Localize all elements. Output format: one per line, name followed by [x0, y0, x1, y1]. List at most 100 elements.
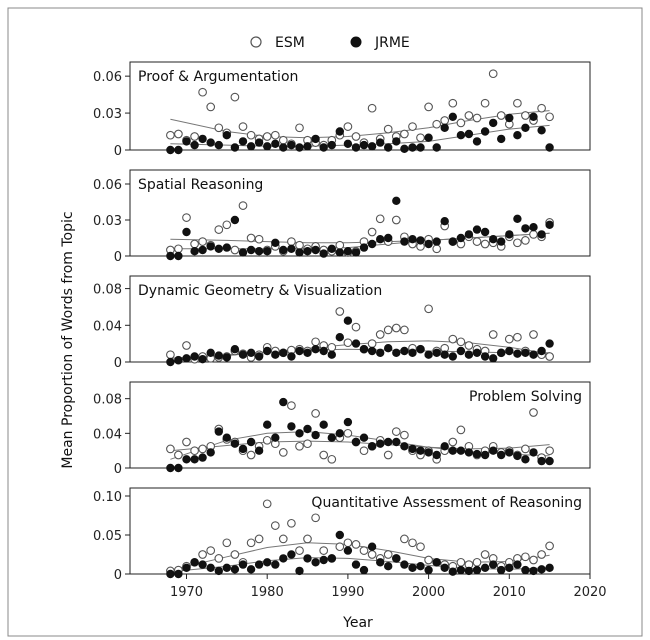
data-point-jrme [271, 350, 280, 359]
data-point-jrme [376, 234, 385, 244]
data-point-jrme [271, 433, 280, 442]
data-point-esm [424, 304, 433, 314]
data-point-jrme [497, 450, 506, 460]
data-point-jrme [400, 442, 409, 451]
data-point-esm [254, 534, 264, 544]
y-tick-label: 0 [114, 250, 122, 265]
panel-5: 0 0.05 0.10 Quantitative Assessment of Reas… [93, 487, 591, 583]
data-point-jrme [190, 352, 199, 361]
data-point-jrme [367, 346, 377, 356]
data-point-esm [416, 133, 425, 143]
data-point-jrme [238, 444, 248, 454]
data-point-esm [400, 430, 409, 440]
data-point-jrme [246, 565, 256, 574]
data-point-esm [472, 113, 482, 123]
data-point-jrme [432, 237, 441, 246]
data-point-jrme [456, 233, 466, 243]
data-point-esm [198, 237, 207, 246]
data-point-jrme [392, 348, 401, 357]
data-point-jrme [448, 112, 457, 121]
data-point-esm [262, 435, 272, 445]
data-point-jrme [392, 437, 401, 447]
data-point-jrme [529, 222, 538, 232]
data-point-jrme [432, 450, 441, 460]
data-point-jrme [263, 142, 272, 151]
data-point-jrme [295, 248, 304, 257]
data-point-esm [327, 454, 337, 464]
data-point-esm [343, 338, 353, 348]
data-point-jrme [376, 558, 385, 567]
data-point-jrme [513, 560, 522, 569]
data-point-jrme [166, 251, 175, 261]
data-point-jrme [206, 242, 215, 251]
data-point-jrme [222, 433, 231, 442]
data-point-jrme [440, 563, 449, 572]
data-point-jrme [238, 560, 248, 569]
data-point-jrme [238, 350, 248, 359]
data-point-esm [351, 540, 361, 549]
x-axis: 1970 1980 1990 2000 2010 2020 [170, 574, 607, 600]
data-point-esm [448, 437, 458, 447]
data-point-jrme [182, 227, 191, 237]
data-point-jrme [408, 444, 417, 454]
data-point-jrme [480, 450, 490, 460]
data-point-jrme [472, 137, 482, 146]
x-tick-label: 1970 [170, 585, 203, 600]
data-point-esm [198, 444, 207, 454]
data-point-jrme [537, 230, 546, 239]
data-point-jrme [489, 354, 498, 363]
data-point-esm [391, 323, 401, 333]
data-point-esm [246, 538, 256, 548]
data-point-jrme [505, 113, 514, 123]
data-point-esm [319, 450, 329, 460]
data-point-jrme [497, 237, 506, 246]
data-point-esm [182, 341, 191, 350]
data-point-jrme [198, 355, 207, 364]
data-point-esm [416, 542, 425, 552]
data-point-esm [432, 119, 442, 129]
data-point-esm [383, 450, 393, 460]
data-point-jrme [480, 563, 490, 572]
data-point-jrme [222, 243, 231, 252]
data-point-jrme [432, 558, 441, 567]
data-point-jrme [238, 137, 248, 146]
data-point-jrme [521, 455, 530, 464]
data-point-esm [222, 538, 232, 548]
data-point-esm [198, 87, 207, 97]
y-tick-label: 0.10 [93, 490, 122, 505]
data-point-esm [311, 409, 320, 418]
data-point-jrme [359, 140, 369, 150]
panel-1: 0 0.03 0.06 Proof & Argumentation [93, 61, 591, 159]
data-point-jrme [529, 566, 538, 576]
data-point-jrme [279, 245, 288, 255]
data-point-jrme [367, 239, 377, 249]
data-point-esm [367, 339, 377, 348]
data-point-jrme [489, 446, 498, 455]
data-point-jrme [174, 569, 183, 579]
data-point-esm [521, 111, 530, 120]
data-point-jrme [279, 554, 288, 563]
data-point-esm [190, 132, 199, 141]
data-point-esm [182, 213, 191, 222]
panels: 0 0.03 0.06 Proof & Argumentation 0 0.03 0.06 S… [93, 61, 591, 583]
data-point-jrme [166, 357, 175, 367]
data-point-esm [214, 554, 224, 563]
data-point-jrme [271, 238, 280, 247]
data-point-jrme [472, 348, 482, 357]
data-point-esm [287, 237, 296, 246]
data-point-jrme [254, 560, 264, 569]
y-tick-label: 0 [114, 568, 122, 583]
panel-title: Dynamic Geometry & Visualization [138, 283, 382, 299]
data-point-jrme [238, 248, 248, 257]
data-point-jrme [384, 143, 393, 152]
data-point-jrme [472, 225, 482, 234]
x-tick-label: 2020 [573, 585, 606, 600]
data-point-esm [400, 325, 409, 335]
data-point-jrme [335, 530, 344, 540]
data-point-jrme [246, 245, 256, 255]
y-axis-title: Mean Proportion of Words from Topic [60, 211, 76, 468]
data-point-esm [537, 550, 546, 559]
data-point-jrme [392, 137, 401, 146]
data-point-esm [230, 245, 240, 255]
